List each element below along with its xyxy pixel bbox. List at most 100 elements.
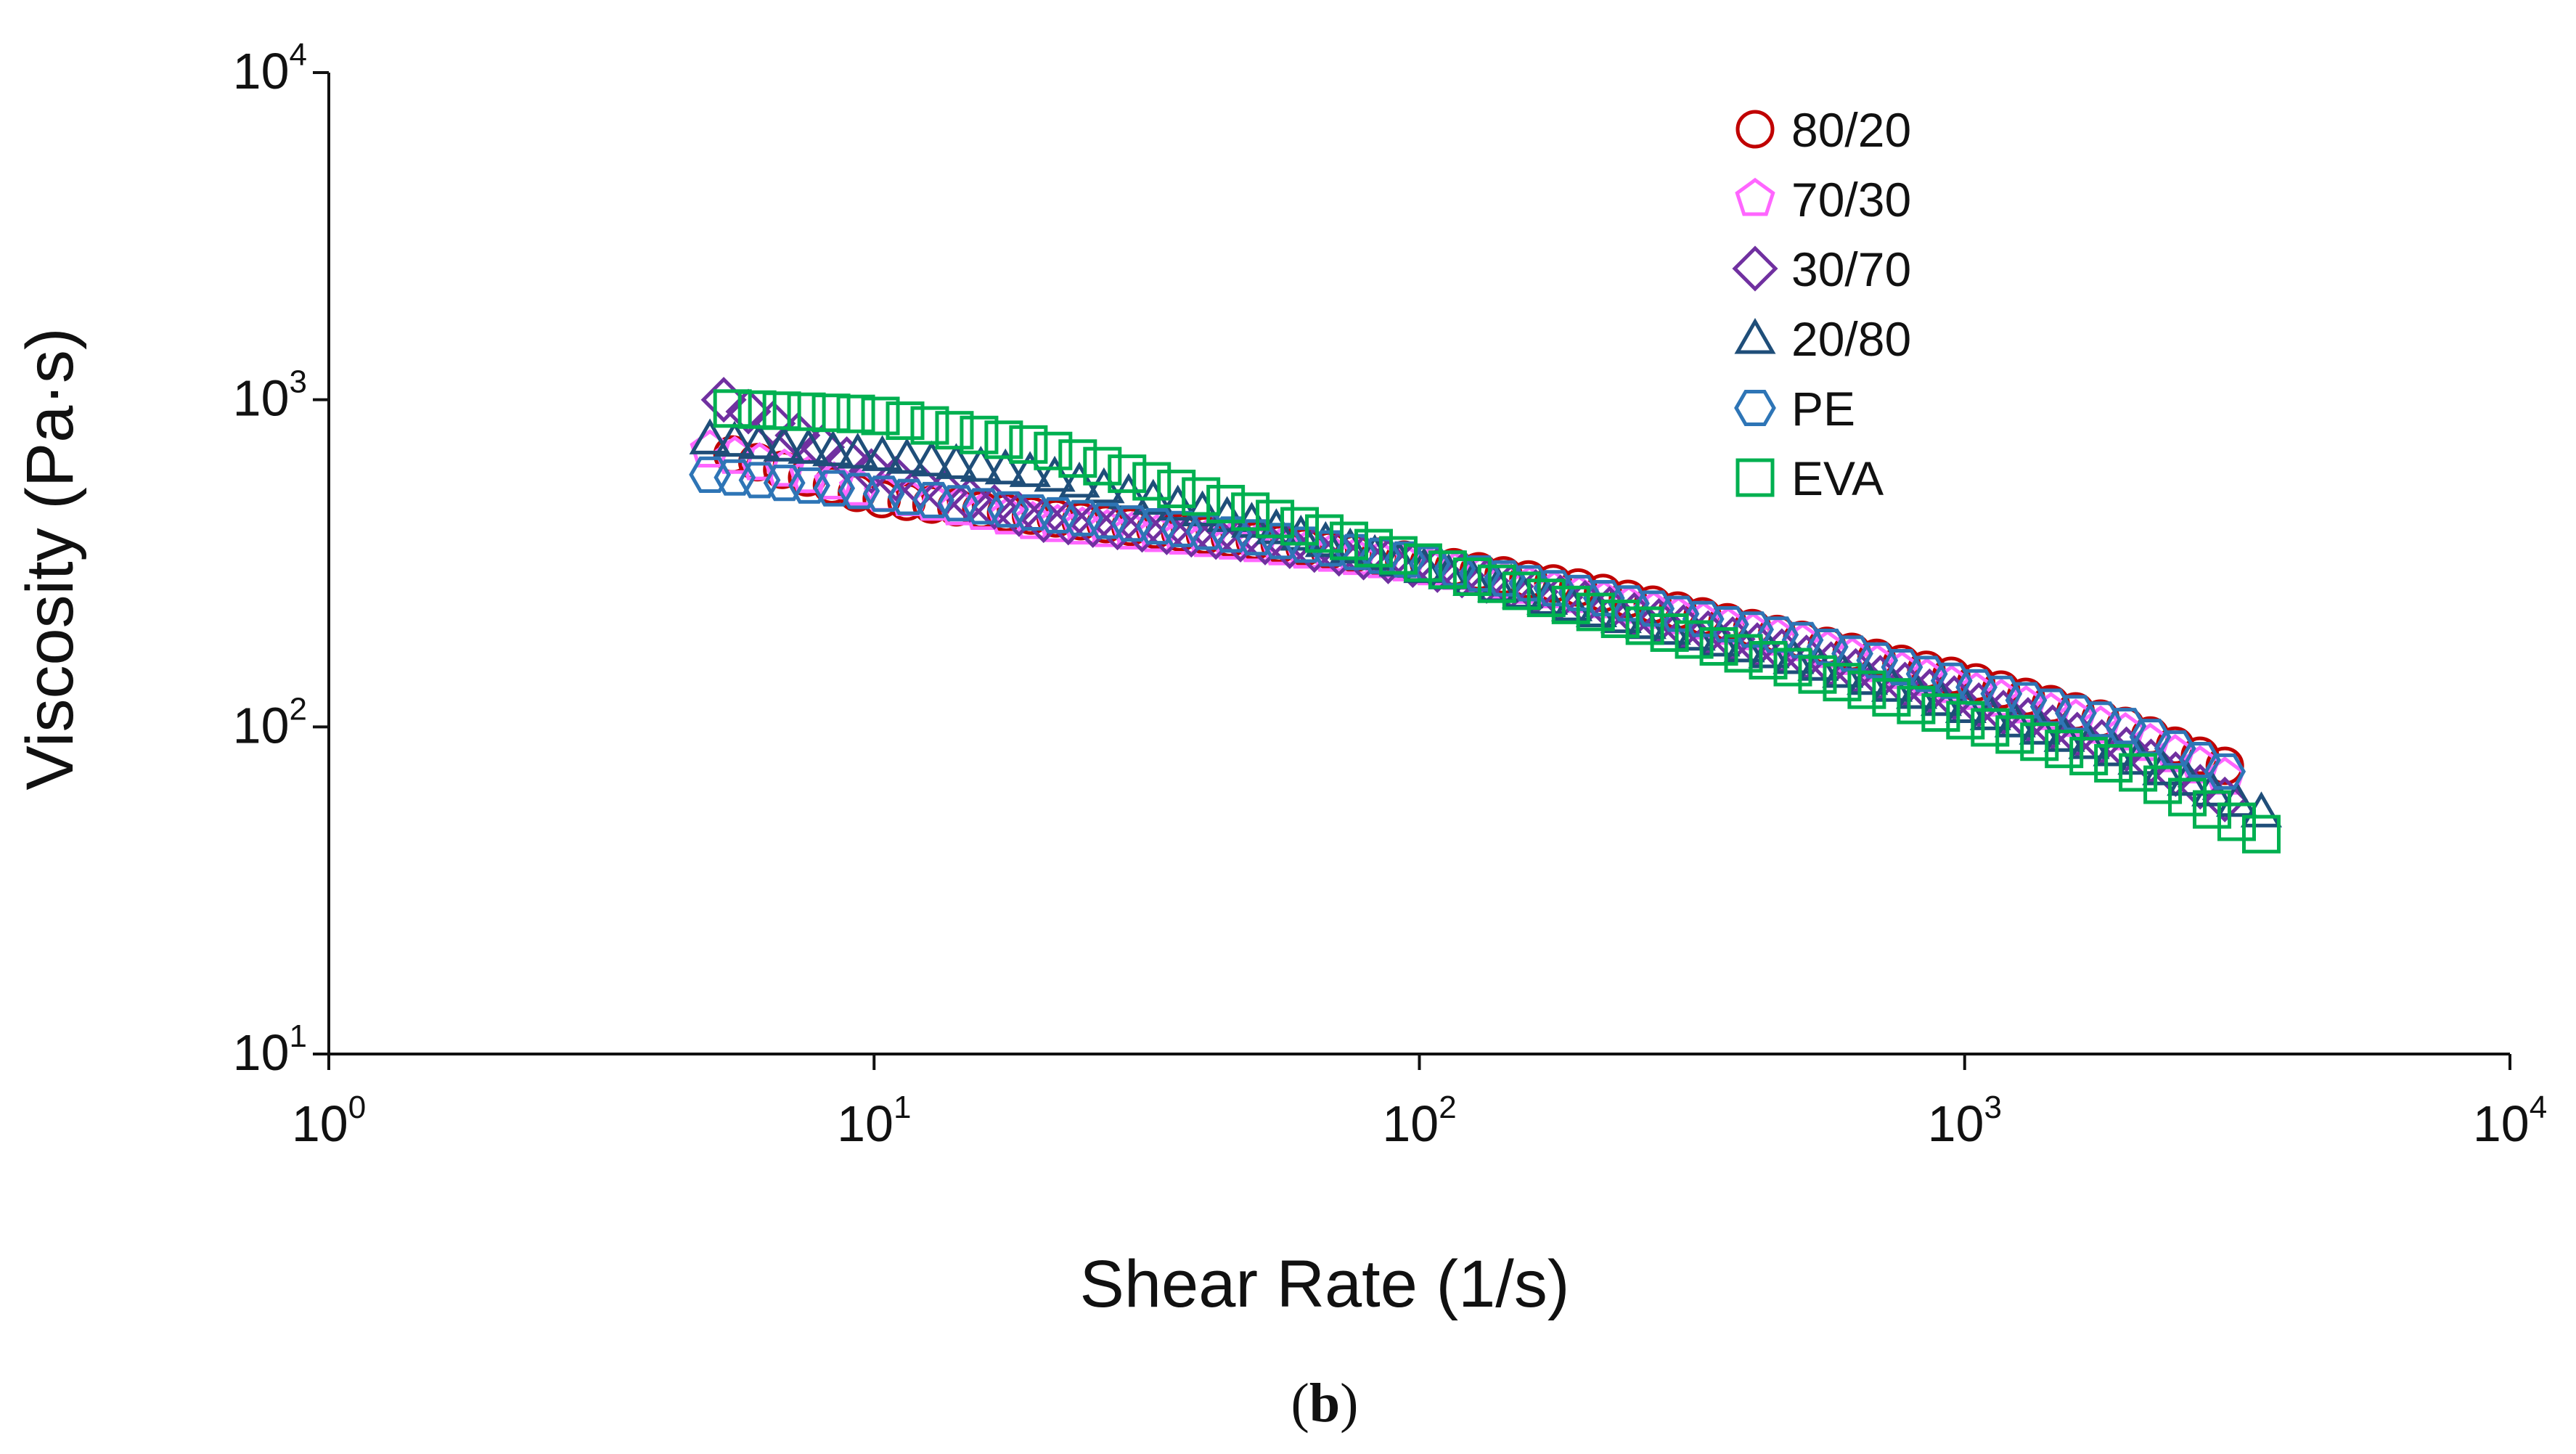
data-point	[1600, 599, 1640, 638]
data-point	[2045, 730, 2084, 769]
data-point	[2204, 753, 2246, 790]
data-point	[2105, 712, 2146, 751]
data-point	[971, 483, 1018, 530]
legend-label: 80/20	[1791, 103, 1911, 157]
legend-label: 30/70	[1791, 242, 1911, 296]
y-tick-label: 104	[233, 37, 307, 99]
legend-marker	[1732, 245, 1778, 292]
panel-label: (b)	[1291, 1373, 1359, 1434]
data-point	[1235, 519, 1277, 556]
data-point	[1210, 516, 1253, 553]
data-point	[2241, 814, 2281, 854]
data-point	[812, 430, 854, 467]
data-point	[1403, 543, 1442, 582]
data-point	[1650, 613, 1689, 652]
legend-label: PE	[1791, 382, 1855, 436]
legend-marker	[1734, 317, 1776, 354]
data-point	[788, 467, 830, 504]
series-eva	[713, 389, 2281, 854]
data-point	[1378, 536, 1418, 575]
legend-marker	[1735, 177, 1775, 216]
data-point	[1724, 634, 1763, 673]
data-point	[1921, 693, 1960, 732]
data-point	[2168, 777, 2207, 817]
data-point	[1206, 484, 1246, 523]
data-point	[1305, 514, 1344, 553]
data-point	[1009, 425, 1048, 464]
data-point	[935, 443, 977, 479]
data-point	[838, 473, 880, 510]
data-point	[725, 388, 772, 435]
data-point	[813, 470, 856, 507]
data-point	[2094, 743, 2133, 783]
legend: 80/20 70/30 30/70 20/80 PE EVA	[1732, 103, 1911, 505]
data-point	[2056, 698, 2096, 738]
data-point	[763, 465, 806, 502]
data-point	[2029, 688, 2072, 725]
data-point	[2119, 753, 2158, 792]
data-point	[2005, 682, 2048, 719]
data-point	[1354, 528, 1393, 568]
data-point	[738, 422, 780, 460]
data-point	[1132, 462, 1172, 501]
data-point	[1058, 461, 1100, 498]
data-point	[1157, 484, 1199, 521]
data-point	[836, 394, 875, 433]
data-point	[1330, 521, 1369, 560]
data-point	[738, 462, 781, 499]
data-point	[887, 478, 930, 515]
data-point	[848, 448, 895, 494]
legend-label: EVA	[1791, 452, 1884, 505]
data-point	[689, 456, 731, 493]
data-point	[946, 477, 993, 523]
legend-marker	[1735, 458, 1775, 497]
x-tick-label: 100	[292, 1090, 366, 1152]
data-point	[986, 491, 1029, 528]
data-point	[996, 491, 1042, 537]
data-point	[912, 481, 954, 518]
data-point	[1576, 592, 1615, 632]
x-tick-label: 101	[837, 1090, 911, 1152]
data-point	[1930, 662, 1973, 699]
data-point	[1675, 620, 1714, 659]
data-point	[886, 401, 925, 441]
data-point	[2193, 790, 2232, 829]
legend-label: 20/80	[1791, 312, 1911, 366]
data-point	[1749, 641, 1788, 680]
data-point	[1136, 508, 1178, 545]
data-point	[1058, 439, 1097, 478]
y-axis-title: Viscosity (Pa·s)	[13, 327, 87, 790]
data-point	[2069, 737, 2109, 776]
x-tick-label: 104	[2473, 1090, 2547, 1152]
data-point	[1551, 585, 1590, 624]
data-point	[984, 448, 1026, 485]
data-point	[1955, 669, 1998, 706]
data-point	[713, 459, 756, 496]
data-point	[2080, 701, 2122, 738]
data-point	[1260, 523, 1302, 560]
data-point	[861, 396, 900, 436]
data-point	[689, 418, 731, 454]
legend-marker	[1735, 110, 1775, 149]
data-point	[1182, 490, 1224, 526]
data-point	[1798, 655, 1837, 694]
data-point	[837, 433, 879, 469]
data-point	[1083, 446, 1122, 486]
data-point	[788, 428, 830, 464]
data-point	[2217, 802, 2257, 841]
data-point	[750, 400, 796, 446]
data-point	[861, 435, 904, 471]
data-point	[700, 377, 747, 423]
data-point	[763, 425, 805, 462]
data-point	[1477, 564, 1516, 603]
data-point	[787, 392, 826, 431]
data-point	[1012, 494, 1054, 531]
data-point	[1502, 571, 1541, 610]
y-tick-label: 103	[233, 364, 307, 427]
data-point	[1823, 663, 1862, 702]
data-point	[1083, 467, 1125, 504]
data-point	[1526, 579, 1566, 618]
data-markers	[689, 377, 2283, 854]
x-tick-label: 102	[1382, 1090, 1456, 1152]
